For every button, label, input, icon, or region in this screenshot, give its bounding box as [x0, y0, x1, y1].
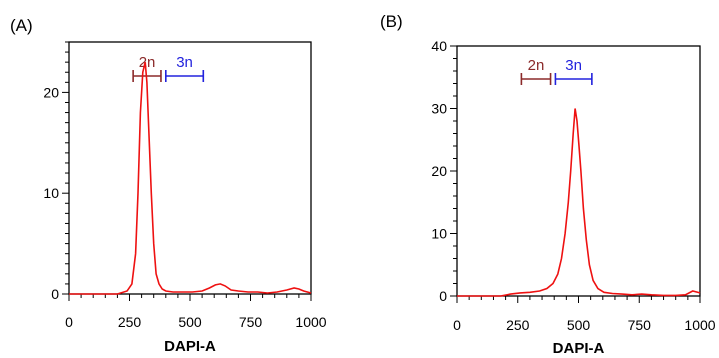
x-tick-label: 250: [118, 314, 142, 330]
x-tick-label: 0: [453, 317, 461, 333]
histogram-line: [69, 62, 312, 295]
panel-a: (A) 2n 3n 0 250 500 750 1000 0 10 20 DAPI-A: [10, 16, 327, 355]
x-tick-label: 500: [567, 317, 591, 333]
y-tick-label: 0: [51, 286, 59, 302]
plot-frame: [456, 45, 701, 297]
gate-2n: 2n: [520, 57, 552, 85]
x-axis-title: DAPI-A: [553, 340, 605, 357]
panel-label: (A): [10, 16, 33, 35]
gates: 2n 3n: [520, 57, 593, 85]
histogram-line: [457, 108, 701, 297]
gate-3n: 3n: [554, 57, 593, 85]
x-tick-label: 1000: [684, 317, 715, 333]
y-tick-label: 30: [431, 101, 447, 117]
y-tick-label: 20: [43, 84, 59, 100]
y-tick-label: 20: [431, 163, 447, 179]
x-tick-label: 1000: [295, 314, 326, 330]
plot-frame: [68, 41, 312, 295]
ticks: 0 250 500 750 1000 0 10 20 30 40: [431, 38, 715, 333]
gate-3n: 3n: [165, 54, 205, 82]
x-tick-label: 0: [65, 314, 73, 330]
gate-label: 2n: [528, 57, 545, 74]
gates: 2n 3n: [132, 54, 205, 82]
gate-label: 3n: [565, 57, 582, 74]
x-tick-label: 750: [239, 314, 263, 330]
x-tick-label: 250: [506, 317, 530, 333]
ticks: 0 250 500 750 1000 0 10 20: [43, 41, 327, 330]
panel-b: (B) 2n 3n 0 250 500 750 1000 0 10 20 30 40 DAPI-A: [380, 12, 716, 357]
x-tick-label: 750: [628, 317, 652, 333]
x-axis-title: DAPI-A: [164, 338, 216, 355]
y-tick-label: 10: [43, 185, 59, 201]
y-tick-label: 40: [431, 38, 447, 54]
panel-label: (B): [380, 12, 403, 31]
gate-label: 2n: [139, 54, 156, 71]
y-tick-label: 10: [431, 226, 447, 242]
x-tick-label: 500: [178, 314, 202, 330]
y-tick-label: 0: [439, 288, 447, 304]
gate-label: 3n: [176, 54, 193, 71]
